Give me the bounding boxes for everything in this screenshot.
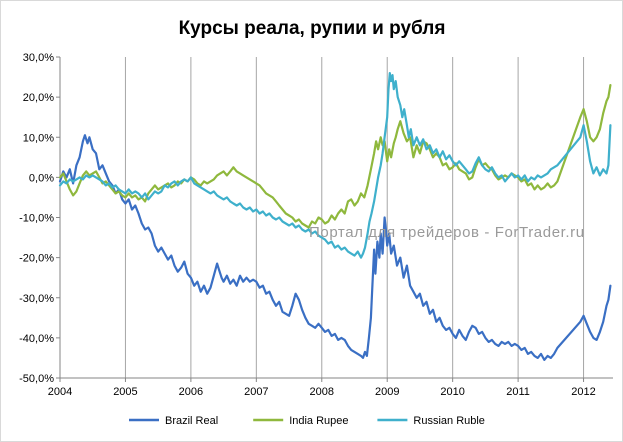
legend: Brazil Real India Rupee Russian Ruble <box>129 415 485 427</box>
x-tick-label: 2011 <box>506 386 530 398</box>
series-lines <box>58 72 612 361</box>
x-tick-label: 2010 <box>440 386 464 398</box>
x-tick-label: 2012 <box>571 386 595 398</box>
x-tick-label: 2009 <box>375 386 399 398</box>
y-tick-label: 20,0% <box>23 92 54 104</box>
y-tick-label: 10,0% <box>23 132 54 144</box>
y-tick-label: 30,0% <box>23 52 54 64</box>
y-tick-label: -50,0% <box>19 373 54 385</box>
y-axis-tick-labels: -50,0% -40,0% -30,0% -20,0% -10,0% 0,0% 10,0% 2… <box>19 52 54 385</box>
axes <box>56 56 613 382</box>
watermark-text: Портал для трейдеров - ForTrader.ru <box>309 224 585 241</box>
x-tick-label: 2008 <box>310 386 334 398</box>
x-tick-label: 2006 <box>179 386 203 398</box>
series-line-india-rupee <box>58 84 612 229</box>
x-tick-label: 2007 <box>244 386 268 398</box>
chart-title: Курсы реала, рупии и рубля <box>179 18 446 39</box>
y-tick-label: -20,0% <box>19 253 54 265</box>
legend-label-russian-ruble: Russian Ruble <box>413 415 485 427</box>
x-tick-label: 2005 <box>113 386 137 398</box>
gridlines <box>124 57 585 378</box>
legend-label-india-rupee: India Rupee <box>289 415 348 427</box>
y-tick-label: -10,0% <box>19 213 54 225</box>
series-line-russian-ruble <box>58 72 612 259</box>
y-tick-label: -30,0% <box>19 293 54 305</box>
x-tick-label: 2004 <box>48 386 72 398</box>
y-tick-label: -40,0% <box>19 333 54 345</box>
series-line-brazil-real <box>58 134 612 361</box>
y-tick-label: 0,0% <box>29 172 54 184</box>
x-axis-tick-labels: 2004 2005 2006 2007 2008 2009 2010 2011 2012 <box>48 386 596 398</box>
legend-label-brazil-real: Brazil Real <box>165 415 218 427</box>
